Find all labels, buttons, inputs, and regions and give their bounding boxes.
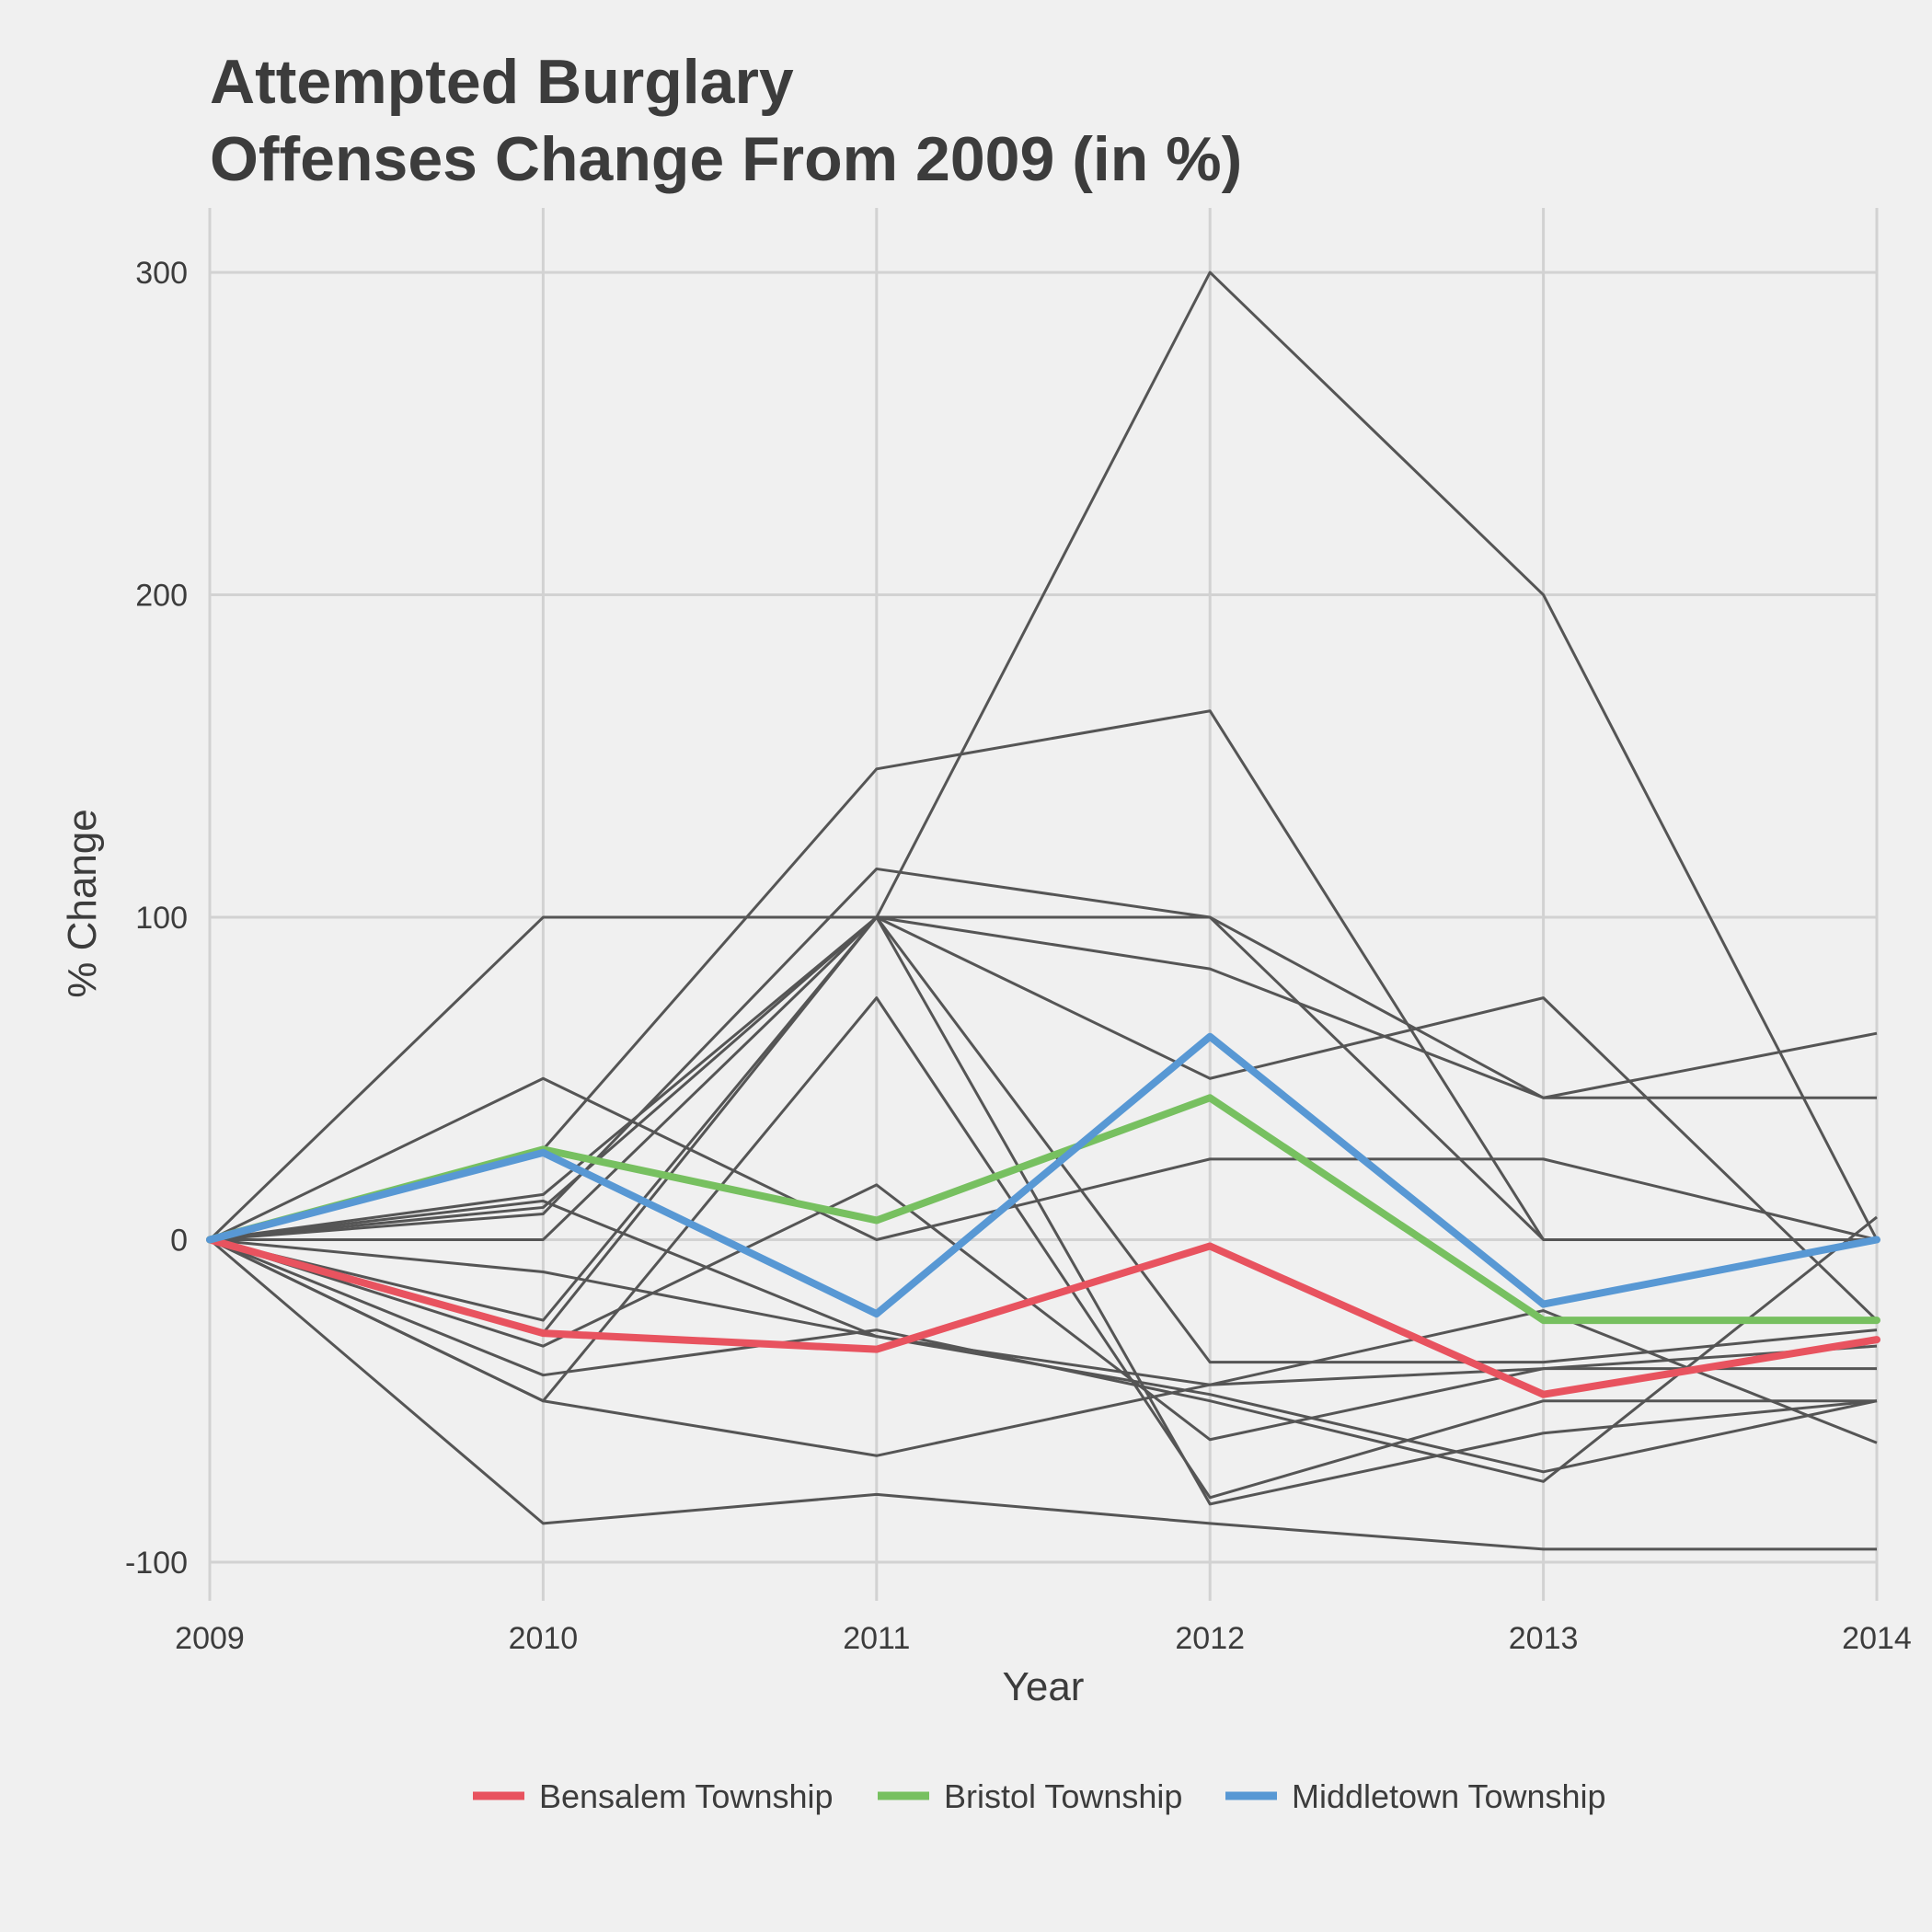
legend-label-bensalem-township: Bensalem Township <box>539 1777 834 1815</box>
y-tick-label: 200 <box>135 579 188 614</box>
y-tick-label: 300 <box>135 256 188 291</box>
legend-label-middletown-township: Middletown Township <box>1292 1777 1606 1815</box>
y-axis-title: % Change <box>60 809 105 997</box>
highlighted-series <box>206 1032 1880 1398</box>
background-series-line <box>209 1238 1877 1551</box>
y-tick-label: 0 <box>170 1223 188 1258</box>
chart-title-line1: Attempted Burglary <box>210 47 794 117</box>
series-line-middletown-township <box>206 1032 1880 1318</box>
background-series-line <box>209 915 1879 1322</box>
tick-labels: -100 0 100 200 300 2009 2010 2011 2012 2013 2014 <box>125 256 1912 1656</box>
background-series-line <box>209 1076 1878 1241</box>
y-tick-label: 100 <box>135 901 188 936</box>
x-tick-label: 2010 <box>509 1621 579 1656</box>
series-line-bensalem-township <box>206 1236 1880 1398</box>
background-series-line <box>209 1238 1878 1457</box>
background-series-line <box>209 1215 1878 1483</box>
background-series-line <box>209 270 1879 1241</box>
background-series-line <box>209 1183 1878 1442</box>
background-series-line <box>210 915 1878 1364</box>
x-tick-label: 2013 <box>1509 1621 1579 1656</box>
background-series-line <box>209 1199 1877 1386</box>
x-axis-title: Year <box>1003 1664 1085 1709</box>
background-series-line <box>209 915 1877 1241</box>
chart-title-line2: Offenses Change From 2009 (in %) <box>210 124 1242 194</box>
y-tick-label: -100 <box>125 1546 188 1581</box>
legend-label-bristol-township: Bristol Township <box>944 1777 1182 1815</box>
x-tick-label: 2012 <box>1175 1621 1245 1656</box>
x-tick-label: 2011 <box>843 1621 910 1656</box>
x-tick-label: 2009 <box>175 1621 245 1656</box>
legend: Bensalem Township Bristol Township Middlet… <box>473 1777 1606 1815</box>
x-tick-label: 2014 <box>1842 1621 1912 1656</box>
background-series-line <box>209 867 1878 1241</box>
